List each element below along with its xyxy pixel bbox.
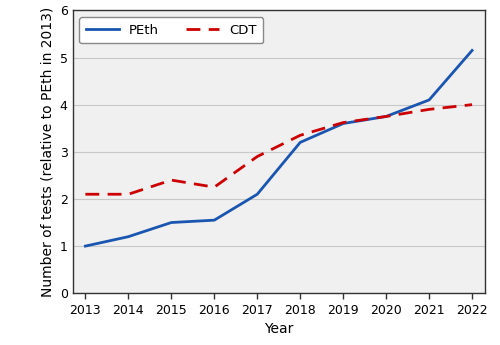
CDT <box>168 178 174 182</box>
PEth <box>212 218 218 222</box>
CDT <box>126 192 132 196</box>
PEth <box>168 220 174 225</box>
Line: PEth: PEth <box>86 50 472 246</box>
PEth <box>126 235 132 239</box>
Line: CDT: CDT <box>86 105 472 194</box>
X-axis label: Year: Year <box>264 322 294 336</box>
PEth <box>383 115 389 119</box>
PEth <box>469 48 475 52</box>
CDT <box>297 133 303 137</box>
CDT <box>82 192 88 196</box>
PEth <box>426 98 432 102</box>
CDT <box>212 185 218 189</box>
Y-axis label: Number of tests (relative to PEth in 2013): Number of tests (relative to PEth in 201… <box>40 7 54 297</box>
CDT <box>469 102 475 107</box>
CDT <box>340 120 346 125</box>
CDT <box>383 115 389 119</box>
Legend: PEth, CDT: PEth, CDT <box>79 17 264 43</box>
PEth <box>82 244 88 248</box>
PEth <box>254 192 260 196</box>
PEth <box>297 140 303 145</box>
CDT <box>426 107 432 111</box>
CDT <box>254 155 260 159</box>
PEth <box>340 121 346 126</box>
